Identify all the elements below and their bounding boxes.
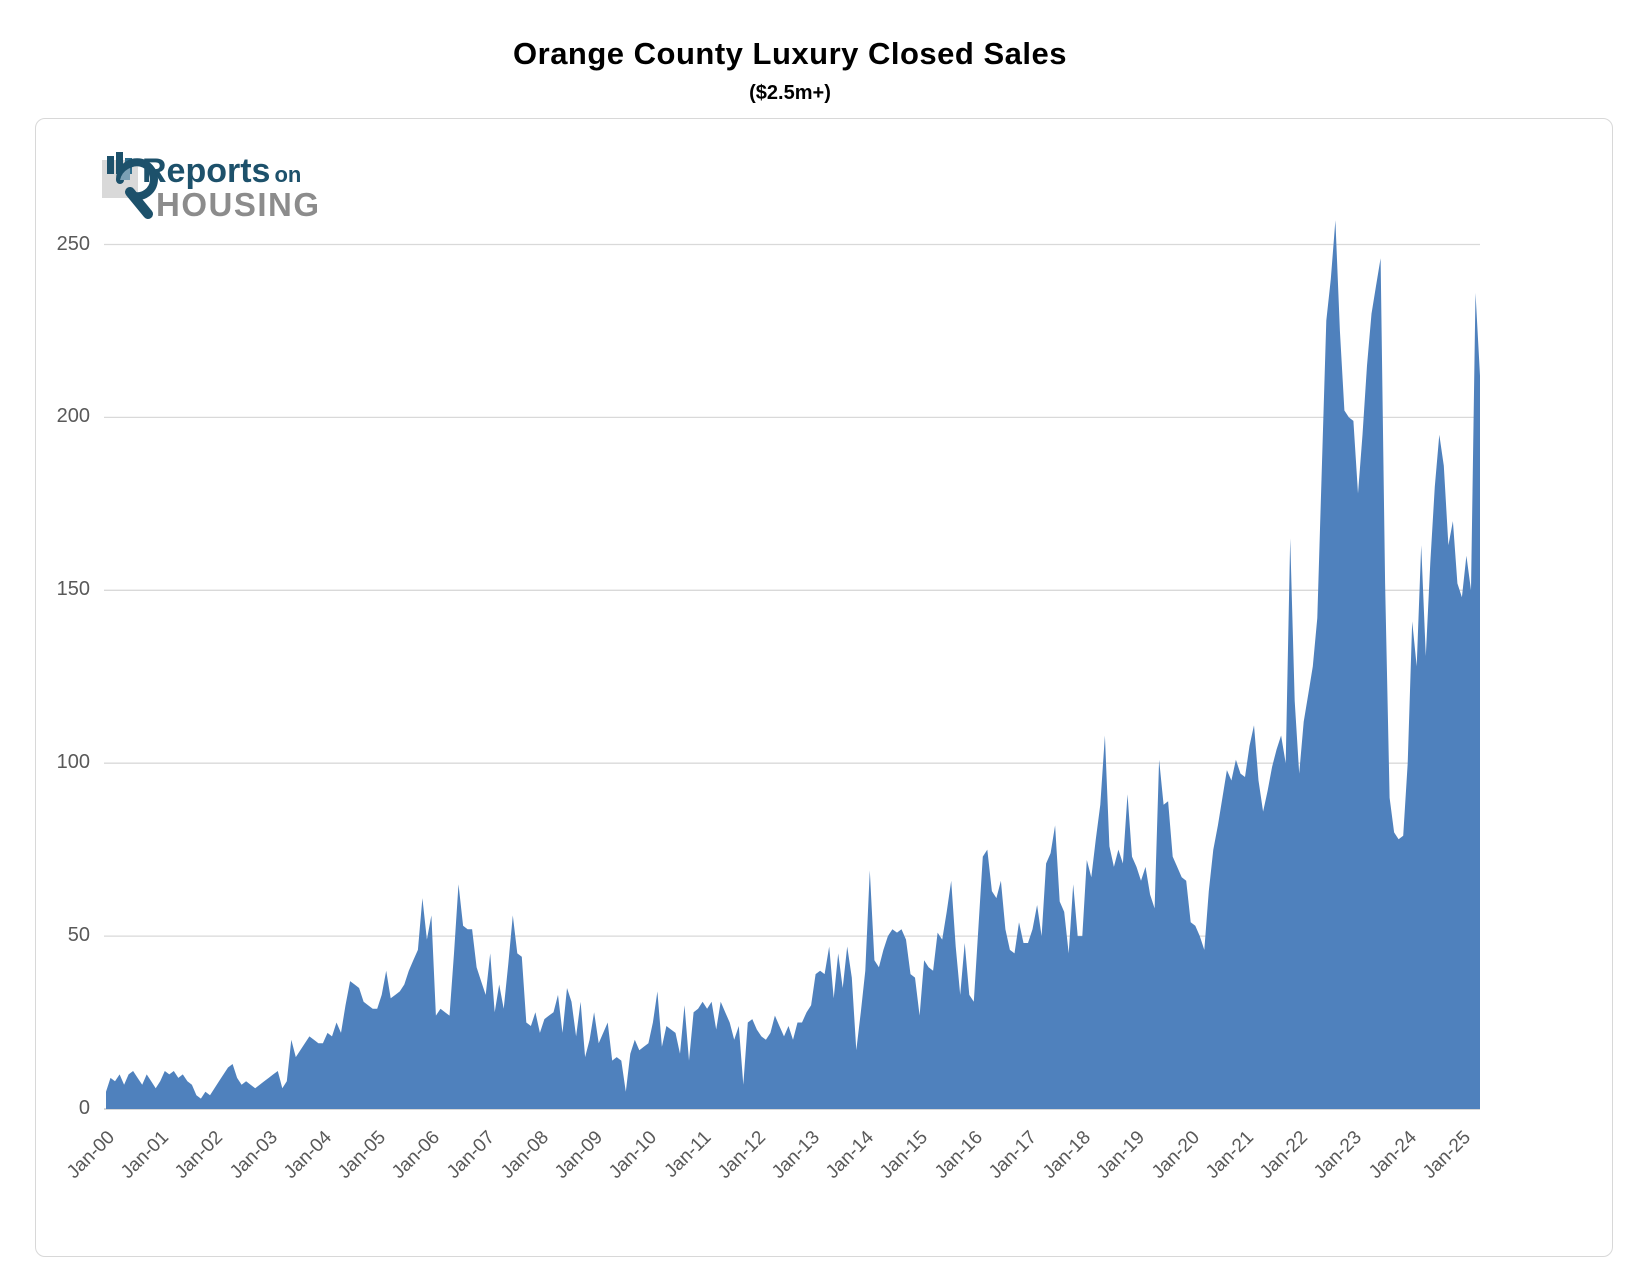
y-axis-tick-label: 250 (56, 232, 90, 255)
logo-text-reports: Reports (142, 152, 271, 190)
magnifier-bar-chart-icon (102, 152, 158, 219)
logo: Reports on HOUSING (100, 150, 340, 234)
chart-frame (35, 118, 1613, 1257)
logo-text-on: on (274, 162, 302, 187)
page-title: Orange County Luxury Closed Sales (513, 36, 1067, 71)
y-axis-tick-label: 100 (56, 751, 90, 774)
y-axis-tick-label: 0 (78, 1097, 90, 1119)
page-subtitle: ($2.5m+) (749, 82, 831, 104)
y-axis-tick-label: 200 (56, 405, 90, 428)
logo-text-housing: HOUSING (156, 186, 321, 223)
y-axis-tick-label: 50 (67, 924, 90, 947)
y-axis-tick-label: 150 (56, 578, 90, 601)
